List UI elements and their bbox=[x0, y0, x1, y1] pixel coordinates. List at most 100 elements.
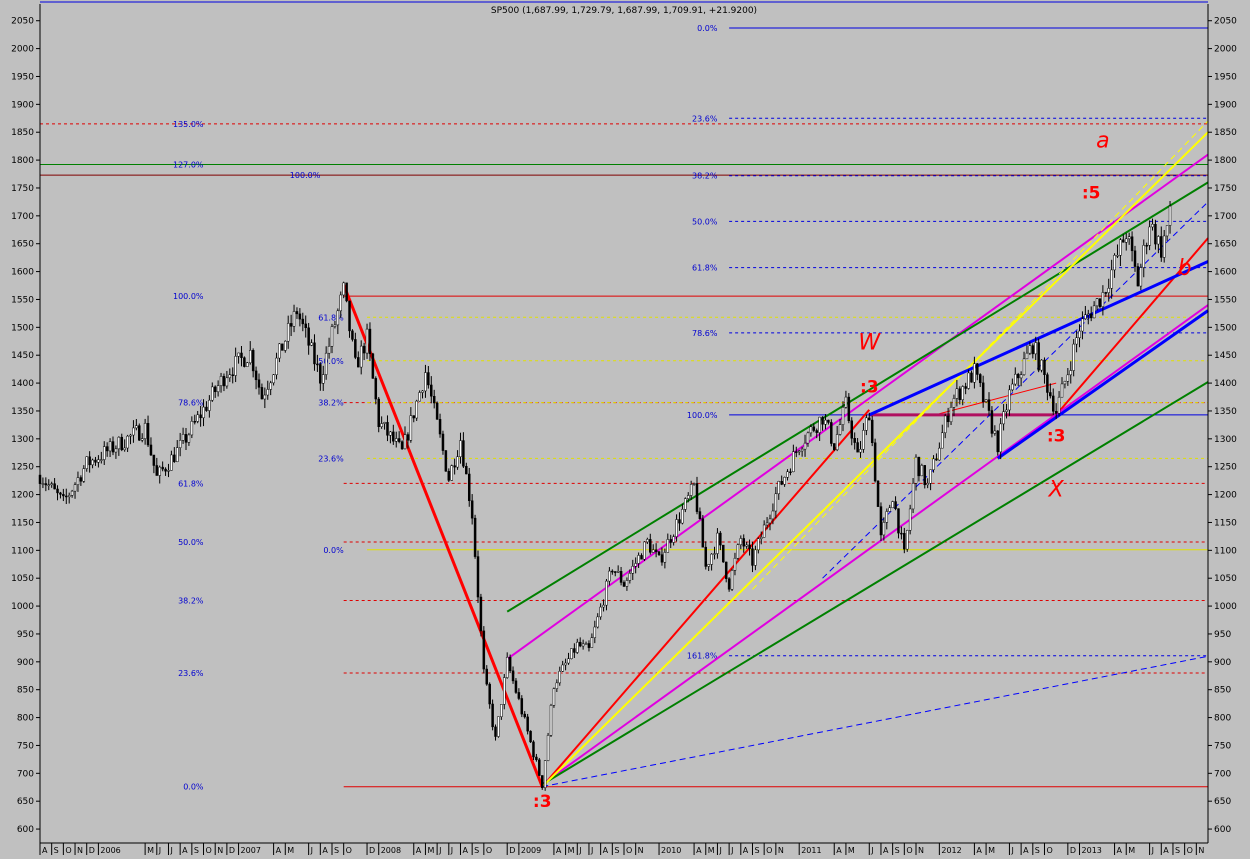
y-tick-label: 1750 bbox=[1214, 184, 1237, 194]
fib-level-label: 38.2% bbox=[178, 596, 204, 605]
x-tick-label: D bbox=[229, 846, 235, 855]
y-tick-label: 2050 bbox=[1214, 17, 1237, 27]
x-tick-label: D bbox=[369, 846, 375, 855]
x-tick-label: O bbox=[206, 846, 212, 855]
x-tick-label: J bbox=[1010, 846, 1013, 855]
price-candle bbox=[704, 546, 708, 567]
price-candle bbox=[135, 425, 138, 429]
price-candle bbox=[1124, 238, 1128, 243]
wave-label: a bbox=[1096, 128, 1109, 153]
price-candle bbox=[117, 436, 121, 450]
y-tick-label: 1900 bbox=[1214, 100, 1237, 110]
price-candle bbox=[292, 311, 296, 327]
price-candle bbox=[491, 703, 494, 728]
price-candle bbox=[724, 561, 728, 579]
x-tick-label: 2009 bbox=[521, 846, 541, 855]
price-candle bbox=[1040, 359, 1043, 371]
price-candle bbox=[359, 345, 363, 368]
price-candle bbox=[208, 399, 211, 411]
price-candle bbox=[1130, 236, 1134, 252]
price-candle bbox=[237, 352, 240, 357]
x-tick-label: S bbox=[474, 846, 479, 855]
price-candle bbox=[1002, 411, 1005, 425]
price-candle bbox=[736, 544, 740, 559]
price-candle bbox=[856, 442, 859, 453]
price-candle bbox=[243, 357, 246, 367]
x-tick-label: 2006 bbox=[100, 846, 120, 855]
price-candle bbox=[345, 282, 348, 302]
price-candle bbox=[275, 357, 278, 376]
fib-level-label: 61.8% bbox=[178, 479, 204, 488]
price-candle bbox=[640, 555, 643, 560]
price-candle bbox=[859, 449, 862, 453]
price-candle bbox=[774, 493, 778, 512]
price-candle bbox=[1095, 298, 1099, 307]
price-candle bbox=[602, 604, 605, 608]
price-candle bbox=[920, 465, 924, 477]
price-candle bbox=[435, 402, 439, 420]
price-candle bbox=[532, 741, 535, 758]
price-candle bbox=[333, 324, 337, 327]
price-candle bbox=[815, 430, 818, 433]
price-candle bbox=[511, 670, 515, 682]
price-candle bbox=[552, 688, 556, 706]
price-candle bbox=[727, 578, 731, 590]
price-candle bbox=[870, 419, 874, 443]
y-tick-label: 2000 bbox=[1214, 45, 1237, 55]
y-tick-label: 1050 bbox=[1214, 574, 1237, 584]
price-candle bbox=[938, 447, 941, 461]
price-candle bbox=[1051, 395, 1055, 412]
price-candle bbox=[327, 346, 331, 354]
price-candle bbox=[310, 342, 313, 346]
price-candle bbox=[1142, 245, 1146, 268]
price-candle bbox=[686, 495, 690, 499]
y-tick-label: 1850 bbox=[11, 128, 34, 138]
y-tick-label: 1100 bbox=[11, 546, 34, 556]
price-candle bbox=[479, 596, 483, 632]
price-candle bbox=[403, 434, 407, 450]
y-tick-label: 950 bbox=[1214, 630, 1231, 640]
price-candle bbox=[637, 555, 640, 564]
price-candle bbox=[900, 532, 903, 535]
x-tick-label: J bbox=[870, 846, 873, 855]
price-candle bbox=[213, 386, 217, 393]
x-tick-label: A bbox=[556, 846, 562, 855]
fib-level-label: 78.6% bbox=[692, 329, 718, 338]
price-candle bbox=[914, 456, 918, 484]
price-candle bbox=[1063, 381, 1067, 385]
price-candle bbox=[876, 480, 880, 507]
price-candle bbox=[158, 466, 161, 476]
chart-title: SP500 (1,687.99, 1,729.79, 1,687.99, 1,7… bbox=[491, 6, 757, 16]
price-candle bbox=[611, 570, 614, 573]
price-candle bbox=[1034, 342, 1037, 355]
trend-line bbox=[342, 284, 544, 788]
price-candle bbox=[809, 426, 813, 434]
price-candle bbox=[497, 716, 500, 737]
price-candle bbox=[657, 551, 661, 555]
price-candle bbox=[473, 517, 477, 557]
price-candle bbox=[681, 509, 684, 524]
price-candle bbox=[394, 438, 398, 442]
price-candle bbox=[613, 571, 617, 573]
price-candle bbox=[216, 385, 220, 393]
price-candle bbox=[1078, 330, 1081, 339]
price-candle bbox=[1092, 305, 1096, 319]
price-candle bbox=[336, 310, 340, 326]
x-tick-label: A bbox=[883, 846, 889, 855]
price-candle bbox=[47, 484, 51, 487]
price-candle bbox=[324, 352, 328, 375]
x-tick-label: O bbox=[486, 846, 492, 855]
price-candle bbox=[146, 422, 150, 446]
price-candle bbox=[1028, 345, 1032, 354]
trend-line bbox=[939, 382, 1057, 415]
price-candle bbox=[891, 501, 894, 509]
price-candle bbox=[1107, 288, 1110, 293]
price-candle bbox=[941, 432, 944, 449]
trend-line bbox=[996, 309, 1209, 460]
fib-level-label: 50.0% bbox=[692, 217, 718, 226]
price-candle bbox=[978, 374, 982, 384]
y-tick-label: 1300 bbox=[1214, 435, 1237, 445]
x-tick-label: M bbox=[147, 846, 154, 855]
x-tick-label: A bbox=[976, 846, 982, 855]
x-tick-label: O bbox=[346, 846, 352, 855]
